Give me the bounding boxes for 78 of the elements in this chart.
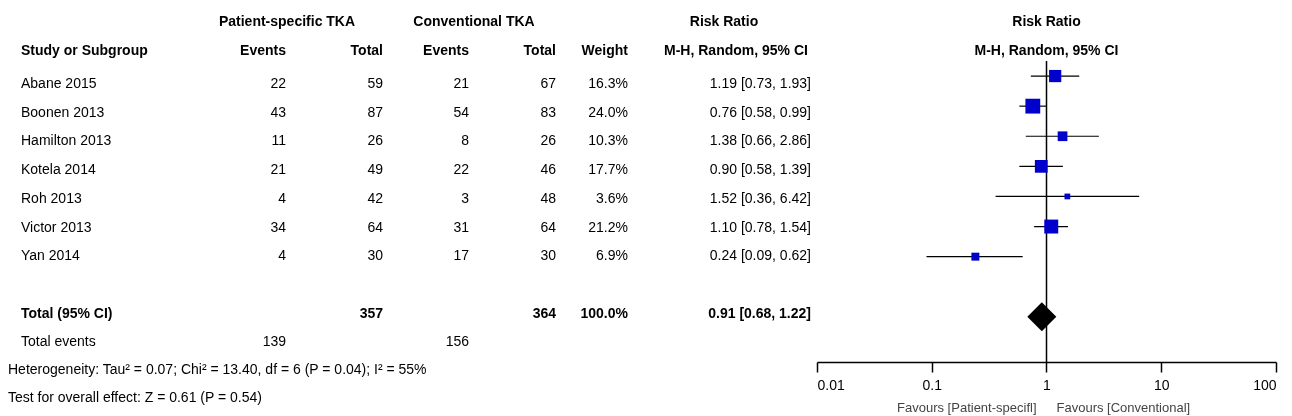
data-label: 3 bbox=[461, 189, 470, 206]
data-label: 21.2% bbox=[588, 218, 628, 235]
data-label: 30 bbox=[540, 247, 557, 264]
data-label: 156 bbox=[445, 333, 470, 350]
data-label: 3.6% bbox=[596, 189, 628, 206]
category-label: Total events bbox=[21, 333, 96, 350]
data-label: 6.9% bbox=[596, 247, 628, 264]
category-label: Roh 2013 bbox=[21, 189, 82, 206]
data-label: 49 bbox=[367, 161, 384, 178]
x-tick-label: 1 bbox=[1043, 376, 1052, 393]
text: Favours [Patient-specifl] bbox=[897, 400, 1037, 415]
category-label: Victor 2013 bbox=[21, 218, 92, 235]
text: Weight bbox=[581, 42, 629, 58]
data-label: 48 bbox=[540, 189, 557, 206]
data-label: 87 bbox=[367, 103, 384, 120]
data-label: 30 bbox=[367, 247, 384, 264]
data-label: 364 bbox=[532, 304, 557, 321]
data-label: 83 bbox=[540, 103, 557, 120]
data-label: 0.24 [0.09, 0.62] bbox=[709, 247, 811, 264]
data-label: 1.19 [0.73, 1.93] bbox=[709, 75, 811, 91]
data-label: 0.76 [0.58, 0.99] bbox=[709, 103, 811, 120]
data-label: 22 bbox=[453, 161, 470, 178]
x-tick-label: 0.01 bbox=[817, 376, 845, 393]
data-label: 59 bbox=[367, 75, 384, 91]
text: Total bbox=[523, 42, 556, 58]
data-label: 54 bbox=[453, 103, 470, 120]
data-label: 21 bbox=[270, 161, 287, 178]
text: Favours [Conventional] bbox=[1056, 400, 1191, 415]
chart-title: Risk Ratio bbox=[1012, 13, 1081, 29]
category-label: Boonen 2013 bbox=[21, 103, 105, 120]
data-label: 31 bbox=[453, 218, 470, 235]
data-label: 1.38 [0.66, 2.86] bbox=[709, 132, 811, 149]
text: Risk Ratio bbox=[689, 13, 759, 29]
data-label: 64 bbox=[540, 218, 557, 235]
data-label: 16.3% bbox=[588, 75, 628, 91]
data-label: 1.52 [0.36, 6.42] bbox=[709, 189, 811, 206]
data-label: 64 bbox=[367, 218, 384, 235]
data-label: 357 bbox=[359, 304, 384, 321]
category-label: Yan 2014 bbox=[21, 247, 81, 264]
text: Events bbox=[423, 42, 470, 58]
data-label: 11 bbox=[271, 132, 287, 149]
category-label: Hamilton 2013 bbox=[21, 132, 112, 149]
text: Conventional TKA bbox=[413, 13, 535, 29]
data-label: 34 bbox=[270, 218, 287, 235]
category-label: Kotela 2014 bbox=[21, 161, 96, 178]
data-label: 17 bbox=[453, 247, 470, 264]
data-label: 26 bbox=[367, 132, 384, 149]
chart-subtitle: M-H, Random, 95% CI bbox=[974, 42, 1119, 58]
data-label: 21 bbox=[453, 75, 470, 91]
data-label: 26 bbox=[540, 132, 557, 149]
text: Study or Subgroup bbox=[21, 42, 148, 58]
data-label: 22 bbox=[270, 75, 287, 91]
text: Total bbox=[350, 42, 383, 58]
data-label: 4 bbox=[278, 247, 287, 264]
category-label: Total (95% CI) bbox=[21, 304, 113, 321]
data-label: 1.10 [0.78, 1.54] bbox=[709, 218, 811, 235]
x-tick-label: 100 bbox=[1253, 376, 1277, 393]
data-label: 24.0% bbox=[588, 103, 628, 120]
data-label: 100.0% bbox=[580, 304, 629, 321]
data-label: 17.7% bbox=[588, 161, 628, 178]
text: Heterogeneity: Tau² = 0.07; Chi² = 13.40, df = 6 (P = 0.04); I² = 55% bbox=[8, 361, 427, 377]
data-label: 0.90 [0.58, 1.39] bbox=[709, 161, 811, 178]
data-label: 8 bbox=[461, 132, 470, 149]
data-label: 67 bbox=[540, 75, 557, 91]
data-label: 42 bbox=[367, 189, 384, 206]
category-label: Abane 2015 bbox=[21, 75, 97, 91]
data-label: 139 bbox=[262, 333, 287, 350]
x-tick-label: 0.1 bbox=[922, 376, 943, 393]
text: Events bbox=[240, 42, 287, 58]
data-label: 46 bbox=[540, 161, 557, 178]
text: Patient-specific TKA bbox=[218, 13, 356, 29]
text: M-H, Random, 95% CI bbox=[664, 42, 808, 58]
text: Test for overall effect: Z = 0.61 (P = 0.54) bbox=[8, 389, 262, 405]
data-label: 10.3% bbox=[588, 132, 628, 149]
data-label: 43 bbox=[270, 103, 287, 120]
data-label: 4 bbox=[278, 189, 287, 206]
x-tick-label: 10 bbox=[1153, 376, 1170, 393]
data-label: 0.91 [0.68, 1.22] bbox=[708, 304, 811, 321]
